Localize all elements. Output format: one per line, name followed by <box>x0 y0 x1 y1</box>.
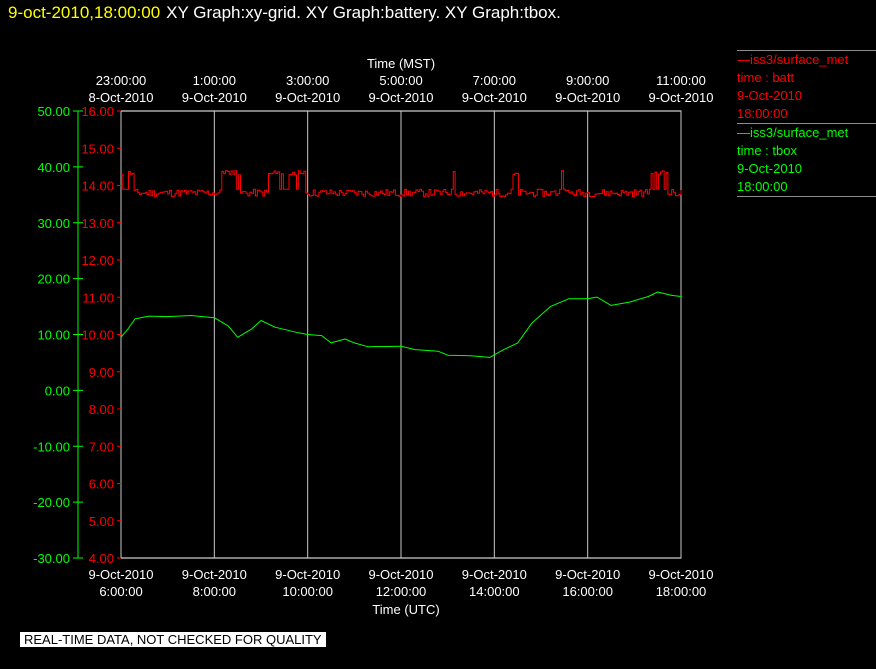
inner-axis-label: 14.00 <box>81 179 114 194</box>
bottom-tick-date: 9-Oct-2010 <box>275 567 340 582</box>
header-timestamp: 9-oct-2010,18:00:00 <box>8 3 161 22</box>
bottom-tick-date: 9-Oct-2010 <box>462 567 527 582</box>
top-tick-date: 9-Oct-2010 <box>275 90 340 105</box>
inner-axis-label: 15.00 <box>81 141 114 156</box>
inner-axis-label: 4.00 <box>89 551 114 566</box>
inner-axis-label: 11.00 <box>82 290 114 305</box>
outer-axis-label: 0.00 <box>45 383 70 398</box>
bottom-tick-date: 9-Oct-2010 <box>88 567 153 582</box>
bottom-tick-date: 9-Oct-2010 <box>555 567 620 582</box>
inner-axis-label: 12.00 <box>81 253 114 268</box>
legend-time: 18:00:00 <box>737 179 788 194</box>
outer-axis-label: 40.00 <box>37 160 70 175</box>
outer-axis-label: -20.00 <box>33 495 70 510</box>
legend-divider <box>737 196 876 197</box>
legend-variable: time : batt <box>737 70 795 85</box>
top-axis-title: Time (MST) <box>367 56 435 71</box>
legend-time: 18:00:00 <box>737 106 788 121</box>
top-tick-time: 11:00:00 <box>656 73 706 88</box>
bottom-tick-date: 9-Oct-2010 <box>368 567 433 582</box>
top-tick-time: 23:00:00 <box>96 73 147 88</box>
series-tbox-line <box>120 291 682 358</box>
outer-axis-label: 50.00 <box>37 104 70 119</box>
bottom-tick-time: 18:00:00 <box>656 584 707 599</box>
top-tick-time: 3:00:00 <box>286 73 329 88</box>
bottom-tick-time: 12:00:00 <box>376 584 427 599</box>
inner-axis-label: 16.00 <box>81 104 114 119</box>
legend-source: —iss3/surface_met <box>737 52 849 67</box>
top-tick-date: 9-Oct-2010 <box>648 90 713 105</box>
legend-source: —iss3/surface_met <box>737 125 849 140</box>
outer-axis-label: -30.00 <box>33 551 70 566</box>
top-tick-time: 7:00:00 <box>473 73 516 88</box>
header-bar: 9-oct-2010,18:00:00 XY Graph:xy-grid. XY … <box>8 3 561 23</box>
top-tick-time: 1:00:00 <box>193 73 236 88</box>
top-tick-time: 5:00:00 <box>379 73 422 88</box>
inner-axis-label: 13.00 <box>81 216 114 231</box>
top-tick-date: 9-Oct-2010 <box>555 90 620 105</box>
top-tick-date: 9-Oct-2010 <box>462 90 527 105</box>
legend-variable: time : tbox <box>737 143 797 158</box>
legend-divider <box>737 50 876 51</box>
legend-date: 9-Oct-2010 <box>737 88 803 103</box>
bottom-tick-time: 14:00:00 <box>469 584 520 599</box>
outer-axis-label: -10.00 <box>33 439 70 454</box>
legend: —iss3/surface_met time : batt 9-Oct-2010… <box>737 50 876 197</box>
inner-axis-label: 7.00 <box>89 439 114 454</box>
bottom-tick-time: 8:00:00 <box>193 584 236 599</box>
header-titles: XY Graph:xy-grid. XY Graph:battery. XY G… <box>166 3 561 22</box>
bottom-tick-date: 9-Oct-2010 <box>648 567 713 582</box>
inner-axis-label: 5.00 <box>89 514 114 529</box>
legend-entry-batt: —iss3/surface_met time : batt 9-Oct-2010… <box>737 51 876 123</box>
inner-axis-label: 6.00 <box>89 477 114 492</box>
outer-axis-label: 10.00 <box>37 328 70 343</box>
quality-disclaimer: REAL-TIME DATA, NOT CHECKED FOR QUALITY <box>20 632 326 647</box>
inner-axis-label: 10.00 <box>81 328 114 343</box>
top-tick-time: 9:00:00 <box>566 73 609 88</box>
bottom-tick-date: 9-Oct-2010 <box>182 567 247 582</box>
legend-divider <box>737 123 876 124</box>
inner-axis-label: 8.00 <box>89 402 114 417</box>
legend-entry-tbox: —iss3/surface_met time : tbox 9-Oct-2010… <box>737 124 876 196</box>
top-tick-date: 9-Oct-2010 <box>368 90 433 105</box>
inner-axis-label: 9.00 <box>89 365 114 380</box>
bottom-tick-time: 6:00:00 <box>99 584 142 599</box>
bottom-tick-time: 16:00:00 <box>562 584 613 599</box>
top-tick-date: 8-Oct-2010 <box>88 90 153 105</box>
outer-axis-label: 30.00 <box>37 216 70 231</box>
bottom-axis-title: Time (UTC) <box>372 602 439 617</box>
series-batt-line <box>121 170 682 198</box>
outer-axis-label: 20.00 <box>37 272 70 287</box>
legend-date: 9-Oct-2010 <box>737 161 803 176</box>
bottom-tick-time: 10:00:00 <box>282 584 333 599</box>
top-tick-date: 9-Oct-2010 <box>182 90 247 105</box>
